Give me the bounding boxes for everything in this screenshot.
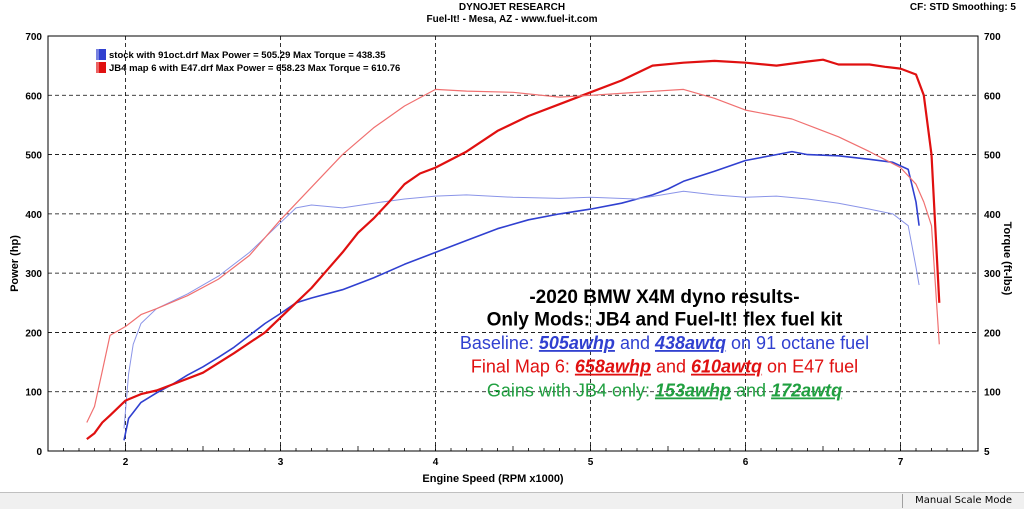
annotation-value: 610awtq <box>691 357 762 377</box>
dyno-shop-subtitle: Fuel-It! - Mesa, AZ - www.fuel-it.com <box>426 14 598 25</box>
annotation-text: and <box>651 357 691 377</box>
annotation-text: Baseline: <box>460 333 539 353</box>
torque-line-jb4 <box>86 88 940 423</box>
status-bar: Manual Scale Mode <box>0 492 1024 509</box>
y-tick-label: 200 <box>25 328 42 339</box>
y2-axis-label: Torque (ft-lbs) <box>1001 222 1013 296</box>
legend-swatch-highlight <box>96 49 99 60</box>
annotation-line: Gains with JB4 only: 153awhp and 172awtq <box>487 380 842 400</box>
y-tick-label: 400 <box>25 210 42 221</box>
annotation-value: 658awhp <box>575 357 651 377</box>
x-tick-label: 3 <box>278 457 284 468</box>
annotation-text: on E47 fuel <box>762 357 858 377</box>
annotation-text: and <box>731 380 771 400</box>
x-tick-label: 2 <box>123 457 129 468</box>
y-tick-label: 700 <box>25 32 42 43</box>
power-line-stock <box>123 150 920 441</box>
annotation-line: Only Mods: JB4 and Fuel-It! flex fuel ki… <box>487 309 843 330</box>
annotation-line: -2020 BMW X4M dyno results- <box>529 287 799 308</box>
annotation-value: 505awhp <box>539 333 615 353</box>
y2-tick-label: 5 <box>984 447 990 458</box>
y-tick-label: 600 <box>25 91 42 102</box>
x-tick-label: 7 <box>898 457 904 468</box>
legend-swatch <box>96 62 106 73</box>
x-tick-label: 4 <box>433 457 439 468</box>
torque-line-stock <box>123 190 920 429</box>
y2-tick-label: 500 <box>984 151 1001 162</box>
x-tick-label: 5 <box>588 457 594 468</box>
y2-tick-label: 700 <box>984 32 1001 43</box>
annotation-text: Final Map 6: <box>471 357 575 377</box>
legend-entry: JB4 map 6 with E47.drf Max Power = 658.2… <box>109 63 400 74</box>
y2-tick-label: 400 <box>984 210 1001 221</box>
annotation-line: Final Map 6: 658awhp and 610awtq on E47 … <box>471 357 858 377</box>
annotation-value: 153awhp <box>655 380 731 400</box>
legend-entry: stock with 91oct.drf Max Power = 505.29 … <box>109 50 386 61</box>
y2-tick-label: 100 <box>984 388 1001 399</box>
series-group <box>86 58 941 441</box>
dyno-company-title: DYNOJET RESEARCH <box>458 2 566 13</box>
scale-mode-indicator[interactable]: Manual Scale Mode <box>902 494 1024 508</box>
x-tick-label: 6 <box>743 457 749 468</box>
y2-tick-label: 200 <box>984 328 1001 339</box>
y2-tick-label: 300 <box>984 269 1001 280</box>
legend-swatch-highlight <box>96 62 99 73</box>
correction-smoothing-info: CF: STD Smoothing: 5 <box>909 2 1016 13</box>
annotation-value: 438awtq <box>654 333 726 353</box>
y-tick-label: 100 <box>25 388 42 399</box>
y-axis-label: Power (hp) <box>9 235 21 292</box>
annotation-line: Baseline: 505awhp and 438awtq on 91 octa… <box>460 333 869 353</box>
annotation-text: Only Mods: JB4 and Fuel-It! flex fuel ki… <box>487 309 843 330</box>
y-tick-label: 500 <box>25 151 42 162</box>
y2-tick-label: 600 <box>984 91 1001 102</box>
annotation-text: on 91 octane fuel <box>726 333 869 353</box>
annotation-text: and <box>615 333 655 353</box>
y-tick-label: 300 <box>25 269 42 280</box>
annotation-text: -2020 BMW X4M dyno results- <box>529 287 799 308</box>
annotation-value: 172awtq <box>771 380 842 400</box>
y-tick-label: 0 <box>36 447 42 458</box>
power-line-jb4 <box>86 58 941 440</box>
legend-swatch <box>96 49 106 60</box>
x-axis-label: Engine Speed (RPM x1000) <box>422 473 564 485</box>
annotation-text: Gains with JB4 only: <box>487 380 655 400</box>
